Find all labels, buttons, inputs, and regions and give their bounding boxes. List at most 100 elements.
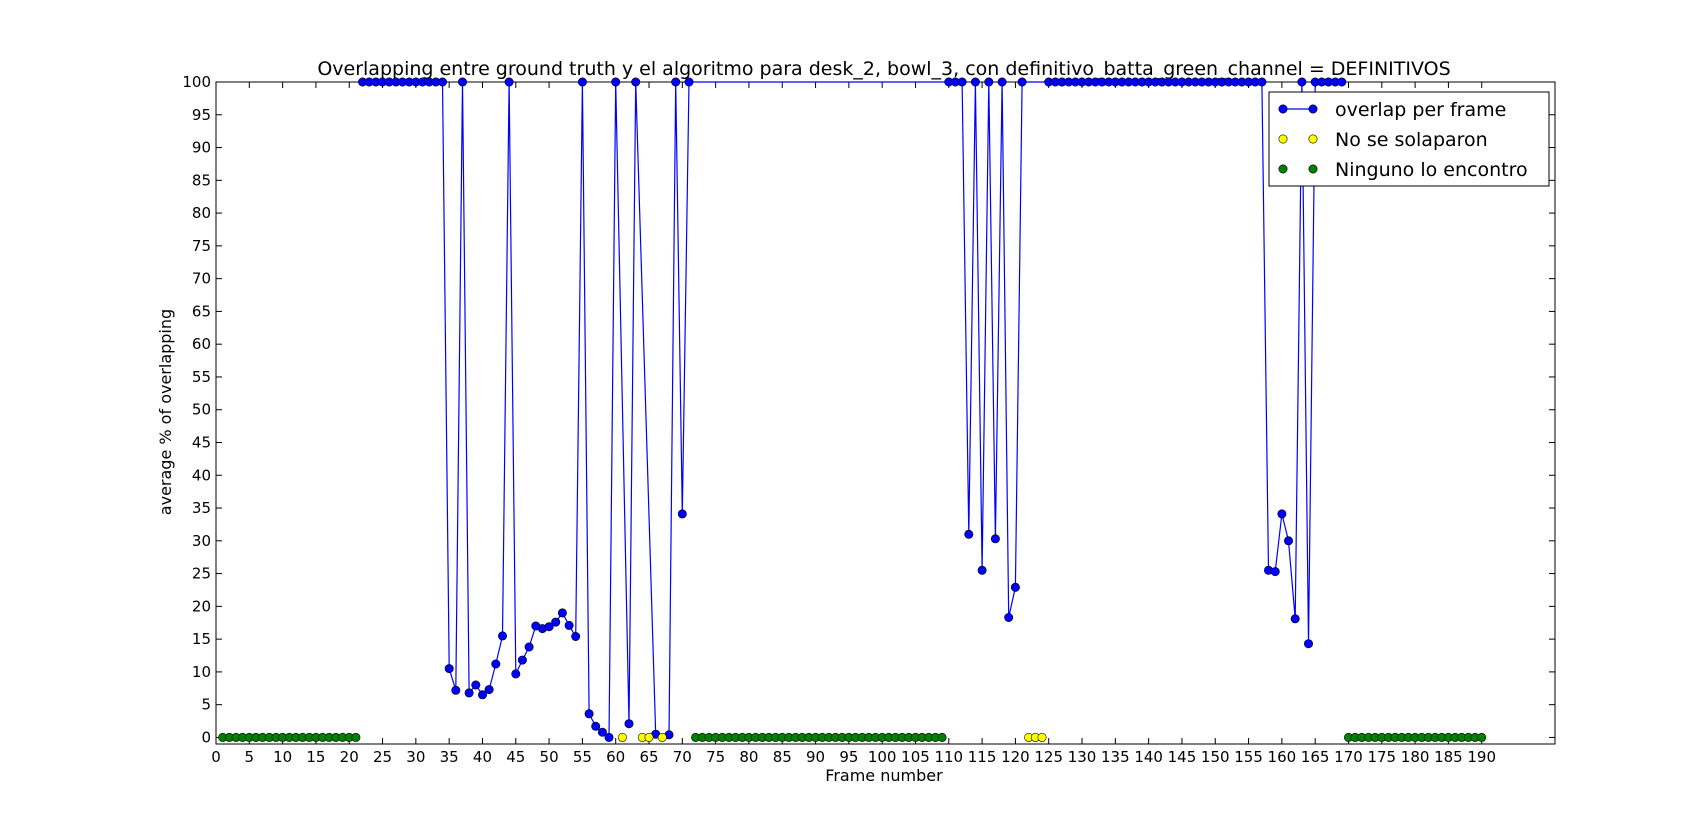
x-tick-label: 170: [1334, 748, 1363, 766]
x-tick-label: 120: [1001, 748, 1030, 766]
overlap-point: [677, 509, 687, 519]
plot-area: 0 5 10 15 20 25 30 35 40 45 50 55 60 65 70 75 80 85 90 95 10…: [182, 73, 1556, 766]
none-found-point: [351, 732, 361, 742]
overlap-point: [557, 608, 567, 618]
x-tick-label: 140: [1134, 748, 1163, 766]
overlap-point: [611, 77, 621, 87]
overlap-point: [517, 655, 527, 665]
x-tick-label: 10: [273, 748, 292, 766]
overlap-point: [497, 631, 507, 641]
overlap-point: [444, 664, 454, 674]
x-tick-label: 160: [1268, 748, 1297, 766]
y-tick-label: 60: [192, 335, 211, 353]
none-found-point: [1477, 732, 1487, 742]
x-tick-label: 145: [1168, 748, 1197, 766]
overlap-point: [997, 77, 1007, 87]
x-tick-label: 155: [1234, 748, 1263, 766]
y-axis-title: average % of overlapping: [156, 309, 175, 515]
y-tick-label: 70: [192, 270, 211, 288]
x-tick-label: 130: [1068, 748, 1097, 766]
y-tick-label: 15: [192, 630, 211, 648]
chart-title: Overlapping entre ground truth y el algo…: [317, 58, 1450, 80]
none-found-point: [937, 732, 947, 742]
overlap-point: [451, 685, 461, 695]
x-tick-label: 15: [306, 748, 325, 766]
x-tick-label: 175: [1367, 748, 1396, 766]
x-tick-label: 80: [739, 748, 758, 766]
overlap-point: [571, 631, 581, 641]
x-tick-label: 20: [340, 748, 359, 766]
x-tick-label: 125: [1034, 748, 1063, 766]
overlap-point: [591, 721, 601, 731]
legend-label: overlap per frame: [1335, 99, 1506, 121]
overlap-point: [1017, 77, 1027, 87]
overlap-point: [604, 732, 614, 742]
y-tick-label: 35: [192, 499, 211, 517]
overlap-point: [977, 565, 987, 575]
x-tick-label: 75: [706, 748, 725, 766]
legend: overlap per frame No se solaparon Ninguno …: [1268, 91, 1550, 187]
x-tick-label: 85: [773, 748, 792, 766]
overlap-point: [544, 622, 554, 632]
overlap-point: [1284, 536, 1294, 546]
legend-marker: [1308, 134, 1318, 144]
overlap-point: [1290, 614, 1300, 624]
no-overlap-point: [617, 732, 627, 742]
x-tick-label: 165: [1301, 748, 1330, 766]
x-tick-label: 95: [839, 748, 858, 766]
overlap-point: [1304, 639, 1314, 649]
y-tick-label: 55: [192, 368, 211, 386]
x-tick-label: 100: [868, 748, 897, 766]
y-tick-label: 10: [192, 663, 211, 681]
overlap-point: [477, 690, 487, 700]
x-tick-label: 0: [211, 748, 221, 766]
overlap-point: [597, 727, 607, 737]
y-tick-label: 90: [192, 139, 211, 157]
overlap-point: [1004, 612, 1014, 622]
x-tick-label: 180: [1401, 748, 1430, 766]
legend-marker: [1278, 164, 1288, 174]
overlap-point: [1297, 77, 1307, 87]
y-tick-label: 95: [192, 106, 211, 124]
x-tick-label: 25: [373, 748, 392, 766]
plot-frame: [215, 81, 1556, 745]
legend-marker: [1308, 164, 1318, 174]
legend-marker: [1308, 104, 1318, 114]
y-tick-label: 100: [182, 73, 211, 91]
legend-marker: [1278, 104, 1288, 114]
x-tick-label: 70: [673, 748, 692, 766]
y-tick-label: 85: [192, 171, 211, 189]
overlap-point: [484, 685, 494, 695]
overlap-point: [524, 642, 534, 652]
x-tick-label: 135: [1101, 748, 1130, 766]
y-tick-label: 80: [192, 204, 211, 222]
x-tick-label: 45: [506, 748, 525, 766]
y-tick-label: 50: [192, 401, 211, 419]
y-tick-label: 0: [201, 728, 211, 746]
overlap-point: [990, 534, 1000, 544]
overlap-point: [564, 620, 574, 630]
legend-label: Ninguno lo encontro: [1335, 159, 1528, 181]
overlap-point: [457, 77, 467, 87]
x-tick-label: 60: [606, 748, 625, 766]
no-overlap-point: [1037, 732, 1047, 742]
x-tick-label: 150: [1201, 748, 1230, 766]
overlap-point: [437, 77, 447, 87]
overlap-point: [504, 77, 514, 87]
y-tick-label: 30: [192, 532, 211, 550]
y-tick-label: 20: [192, 597, 211, 615]
legend-label: No se solaparon: [1335, 129, 1488, 151]
overlap-point: [1270, 567, 1280, 577]
y-tick-label: 75: [192, 237, 211, 255]
overlap-point: [511, 669, 521, 679]
overlap-point: [1337, 77, 1347, 87]
x-tick-label: 115: [968, 748, 997, 766]
x-tick-label: 65: [639, 748, 658, 766]
overlap-point: [671, 77, 681, 87]
overlap-point: [577, 77, 587, 87]
overlap-point: [464, 688, 474, 698]
overlap-point: [684, 77, 694, 87]
no-overlap-point: [657, 732, 667, 742]
overlap-point: [970, 77, 980, 87]
